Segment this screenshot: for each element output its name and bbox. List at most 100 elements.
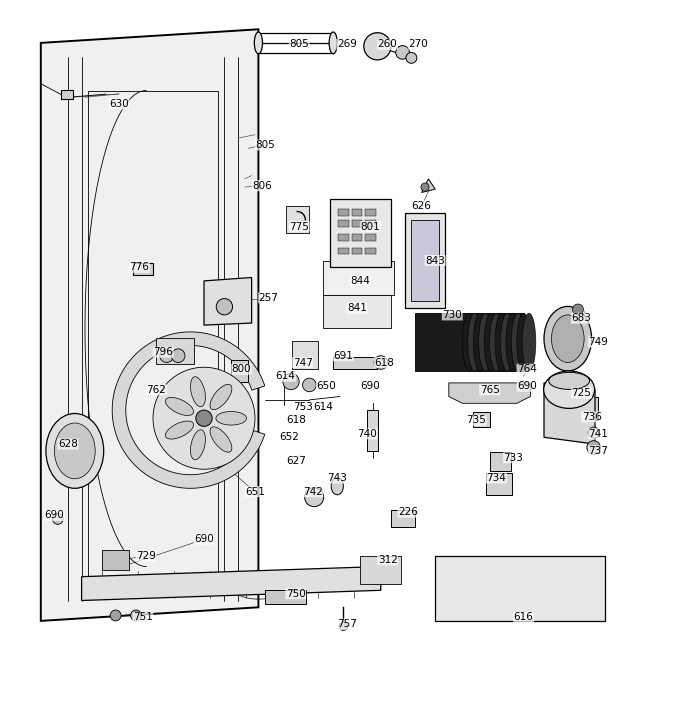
Polygon shape bbox=[422, 179, 435, 193]
Polygon shape bbox=[204, 278, 252, 325]
Polygon shape bbox=[544, 383, 595, 444]
Bar bbox=[415, 313, 524, 371]
Text: 730: 730 bbox=[442, 310, 462, 320]
Bar bbox=[286, 206, 309, 233]
Text: 764: 764 bbox=[517, 364, 537, 374]
Bar bbox=[360, 556, 401, 584]
Ellipse shape bbox=[165, 421, 194, 439]
Bar bbox=[338, 234, 349, 241]
Text: 800: 800 bbox=[232, 364, 251, 374]
Bar bbox=[365, 209, 376, 215]
Ellipse shape bbox=[544, 307, 592, 371]
Ellipse shape bbox=[210, 384, 232, 410]
Ellipse shape bbox=[165, 397, 194, 415]
Text: 690: 690 bbox=[194, 534, 214, 544]
Circle shape bbox=[216, 299, 233, 315]
Bar bbox=[61, 91, 73, 99]
Circle shape bbox=[171, 349, 185, 362]
Text: 733: 733 bbox=[503, 452, 524, 463]
Ellipse shape bbox=[490, 313, 503, 371]
Bar bbox=[365, 234, 376, 241]
Polygon shape bbox=[449, 383, 530, 403]
Circle shape bbox=[587, 441, 600, 455]
Text: 618: 618 bbox=[374, 357, 394, 368]
Bar bbox=[292, 341, 318, 369]
Ellipse shape bbox=[331, 478, 343, 494]
Text: 806: 806 bbox=[252, 181, 272, 191]
Circle shape bbox=[196, 410, 212, 426]
Circle shape bbox=[153, 368, 255, 469]
Text: 260: 260 bbox=[377, 39, 398, 49]
Bar bbox=[352, 209, 362, 215]
Text: 616: 616 bbox=[513, 613, 534, 623]
Circle shape bbox=[421, 183, 429, 191]
Ellipse shape bbox=[506, 313, 520, 371]
Bar bbox=[490, 452, 511, 471]
Ellipse shape bbox=[216, 412, 246, 425]
Text: 843: 843 bbox=[425, 255, 445, 265]
Text: 690: 690 bbox=[517, 381, 537, 392]
Ellipse shape bbox=[479, 313, 492, 371]
Circle shape bbox=[305, 488, 324, 507]
Circle shape bbox=[374, 356, 388, 369]
Text: 749: 749 bbox=[588, 337, 609, 347]
Text: 691: 691 bbox=[333, 351, 354, 361]
Bar bbox=[365, 220, 376, 227]
Text: 736: 736 bbox=[581, 412, 602, 422]
Ellipse shape bbox=[549, 373, 590, 389]
Ellipse shape bbox=[462, 313, 476, 371]
Text: 841: 841 bbox=[347, 303, 367, 313]
Polygon shape bbox=[82, 566, 381, 600]
Polygon shape bbox=[405, 213, 445, 308]
Ellipse shape bbox=[473, 313, 487, 371]
Text: 741: 741 bbox=[588, 429, 609, 439]
Polygon shape bbox=[112, 332, 265, 489]
Text: 757: 757 bbox=[337, 619, 357, 629]
Text: 762: 762 bbox=[146, 385, 167, 394]
Ellipse shape bbox=[254, 32, 262, 54]
Bar bbox=[102, 550, 129, 570]
Text: 614: 614 bbox=[275, 371, 296, 381]
Ellipse shape bbox=[522, 313, 536, 371]
Text: 626: 626 bbox=[411, 201, 432, 211]
Bar bbox=[486, 473, 512, 495]
Text: 776: 776 bbox=[129, 262, 150, 273]
Text: 735: 735 bbox=[466, 415, 486, 426]
Text: 257: 257 bbox=[258, 293, 279, 303]
Ellipse shape bbox=[543, 371, 594, 408]
Text: 725: 725 bbox=[571, 388, 592, 398]
Bar bbox=[338, 247, 349, 254]
Text: 801: 801 bbox=[360, 222, 381, 231]
Polygon shape bbox=[323, 260, 394, 294]
Text: 226: 226 bbox=[398, 507, 418, 517]
Polygon shape bbox=[41, 29, 258, 621]
Ellipse shape bbox=[495, 313, 509, 371]
Ellipse shape bbox=[46, 413, 103, 489]
Text: 751: 751 bbox=[133, 613, 153, 623]
Ellipse shape bbox=[468, 313, 481, 371]
Bar bbox=[581, 397, 598, 420]
Circle shape bbox=[364, 33, 391, 60]
Bar bbox=[265, 590, 306, 604]
Circle shape bbox=[573, 304, 583, 315]
Text: 743: 743 bbox=[326, 473, 347, 483]
Bar bbox=[333, 357, 377, 369]
Bar bbox=[338, 209, 349, 215]
Bar bbox=[367, 410, 378, 451]
Text: 270: 270 bbox=[408, 39, 428, 49]
Circle shape bbox=[396, 46, 409, 59]
Text: 729: 729 bbox=[136, 551, 156, 561]
Ellipse shape bbox=[190, 430, 205, 460]
Ellipse shape bbox=[511, 313, 525, 371]
Text: 652: 652 bbox=[279, 432, 299, 442]
Text: 312: 312 bbox=[377, 555, 398, 565]
Ellipse shape bbox=[517, 313, 530, 371]
Circle shape bbox=[52, 513, 63, 524]
Text: 690: 690 bbox=[44, 510, 65, 521]
Text: 844: 844 bbox=[350, 276, 371, 286]
Text: 627: 627 bbox=[286, 456, 306, 466]
Text: 753: 753 bbox=[292, 402, 313, 412]
Text: 765: 765 bbox=[479, 385, 500, 394]
Circle shape bbox=[283, 373, 299, 390]
Bar bbox=[231, 360, 248, 381]
